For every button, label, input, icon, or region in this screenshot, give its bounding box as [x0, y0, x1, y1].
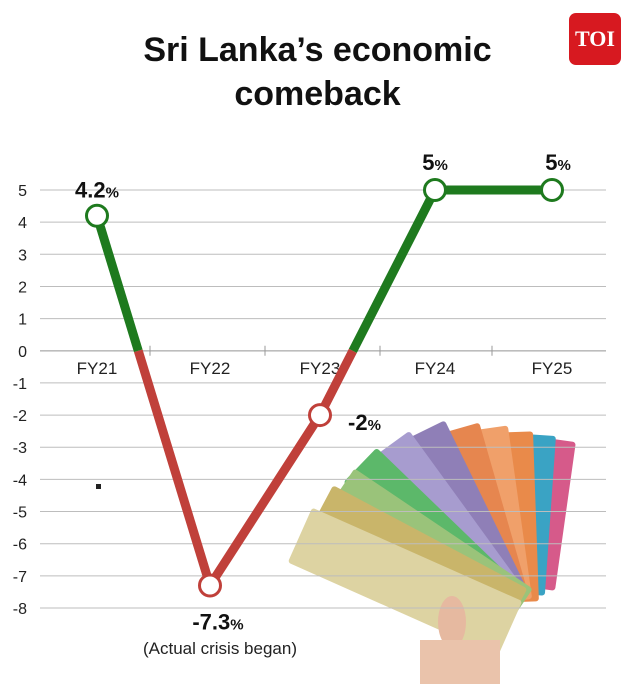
- title-line-2: comeback: [234, 75, 401, 113]
- y-tick-label-11: -6: [13, 537, 27, 554]
- y-tick-label-2: 3: [18, 247, 27, 264]
- line-segment-4: [348, 187, 440, 353]
- data-label-fy22: -7.3%: [192, 609, 243, 634]
- stray-dot: [96, 484, 101, 489]
- y-tick-label-3: 2: [18, 279, 27, 296]
- data-label-fy23: -2%: [348, 410, 381, 435]
- data-point-fy22: [198, 573, 222, 598]
- y-tick-label-1: 4: [18, 215, 27, 232]
- y-tick-label-5: 0: [18, 344, 27, 361]
- y-tick-label-0: 5: [18, 183, 27, 200]
- currency-notes-illustration: [288, 421, 576, 684]
- y-tick-label-13: -8: [13, 601, 27, 618]
- logo-text: TOI: [575, 26, 615, 51]
- data-label-fy24: 5%: [422, 150, 448, 175]
- data-points: [85, 178, 564, 598]
- line-segment-1: [133, 349, 215, 587]
- y-tick-label-7: -2: [13, 408, 27, 425]
- x-category-label-0: FY21: [77, 359, 118, 378]
- y-tick-label-4: 1: [18, 312, 27, 329]
- series-line: [92, 185, 552, 588]
- y-axis-labels: 5 4 3 2 1 0 -1 -2 -3 -4 -5 -6 -7 -8: [13, 183, 27, 618]
- x-category-label-1: FY22: [190, 359, 231, 378]
- title-line-1: Sri Lanka’s economic: [143, 31, 492, 69]
- data-point-fy25: [540, 178, 564, 202]
- x-category-label-2: FY23: [300, 359, 341, 378]
- y-tick-label-6: -1: [13, 376, 27, 393]
- line-segment-3: [315, 348, 357, 418]
- x-axis-labels: FY21 FY22 FY23 FY24 FY25: [77, 359, 573, 378]
- x-category-label-4: FY25: [532, 359, 573, 378]
- toi-logo: TOI: [569, 13, 621, 65]
- y-tick-label-8: -3: [13, 440, 27, 457]
- y-tick-label-12: -7: [13, 569, 27, 586]
- data-labels: 4.2% -7.3% -2% 5% 5%: [75, 150, 571, 634]
- x-category-label-3: FY24: [415, 359, 456, 378]
- data-label-fy25: 5%: [545, 150, 571, 175]
- chart-title: Sri Lanka’s economic comeback: [0, 28, 635, 116]
- annotations: (Actual crisis began): [96, 484, 297, 658]
- data-label-fy21: 4.2%: [75, 178, 119, 203]
- y-tick-label-10: -5: [13, 505, 27, 522]
- data-point-fy23: [308, 403, 332, 428]
- crisis-annotation: (Actual crisis began): [143, 639, 297, 658]
- y-tick-label-9: -4: [13, 472, 27, 489]
- data-point-fy24: [423, 178, 447, 202]
- data-point-fy21: [85, 203, 109, 228]
- line-segment-2: [206, 412, 324, 588]
- line-segment-0: [92, 214, 143, 353]
